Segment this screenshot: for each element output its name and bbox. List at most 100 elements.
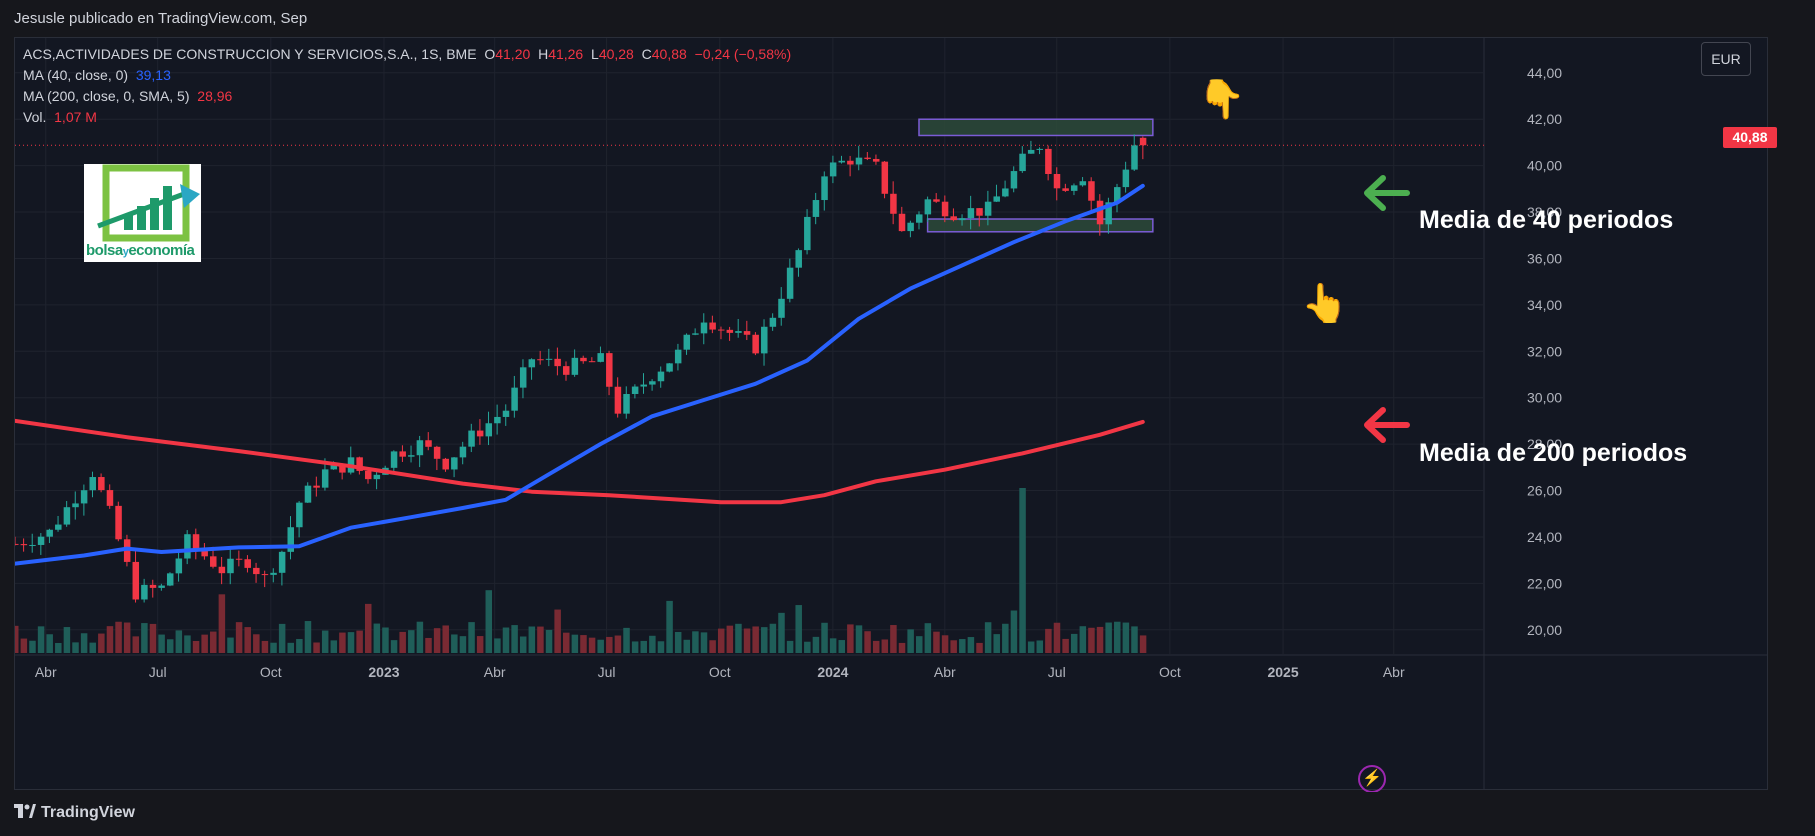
- y-tick-label: 38,00: [1527, 204, 1562, 220]
- volume-bar: [433, 628, 441, 653]
- volume-bar: [778, 612, 785, 653]
- candle-body: [261, 574, 269, 576]
- currency-button[interactable]: EUR: [1701, 42, 1751, 76]
- ma200-line[interactable]: [15, 418, 1145, 505]
- volume-bar: [890, 625, 897, 653]
- volume-bar: [15, 625, 19, 653]
- volume-bar: [339, 632, 346, 653]
- candle-body: [950, 216, 957, 221]
- volume-bar: [287, 642, 295, 653]
- candle-body: [468, 430, 475, 447]
- candle-body: [674, 349, 682, 364]
- volume-bar: [141, 623, 148, 653]
- volume-bar: [528, 626, 536, 653]
- ma40-legend-row[interactable]: MA (40, close, 0) 39,13: [23, 65, 791, 86]
- price-chart[interactable]: 44,00 42,00 40,00 38,00 36,00 34,00 32,00 30,00…: [15, 38, 1767, 789]
- red-arrow-icon: [1364, 407, 1410, 443]
- resistance-zone[interactable]: [918, 118, 1154, 137]
- volume-bar: [416, 621, 424, 653]
- volume-bar: [571, 634, 579, 653]
- chart-background: [15, 38, 1767, 789]
- ma200-legend-row[interactable]: MA (200, close, 0, SMA, 5) 28,96: [23, 86, 791, 107]
- volume-bar: [907, 629, 914, 653]
- candle-body: [270, 572, 277, 575]
- x-tick-label: Abr: [1383, 664, 1405, 680]
- volume-bar: [614, 635, 622, 653]
- candle-body: [933, 199, 940, 202]
- candle-body: [580, 357, 587, 362]
- volume-bar: [192, 640, 200, 653]
- candle-body: [433, 446, 441, 459]
- high-value: 41,26: [548, 46, 584, 62]
- candle-body: [296, 502, 303, 528]
- volume-bar: [37, 626, 45, 653]
- candle-body: [1045, 148, 1052, 175]
- volume-bar: [623, 627, 630, 653]
- volume-bar: [29, 640, 36, 653]
- candle-body: [752, 334, 759, 354]
- tradingview-brand: TradingView: [41, 804, 135, 821]
- volume-bar: [158, 634, 165, 653]
- candle-body: [373, 474, 381, 480]
- tradingview-logo[interactable]: TradingView: [14, 804, 135, 822]
- volume-bar: [106, 626, 114, 653]
- red-arrow-icon-shape: [1364, 407, 1410, 443]
- candle-body: [1139, 137, 1147, 146]
- candle-body: [941, 201, 949, 217]
- ma40-label: MA (40, close, 0): [23, 67, 129, 83]
- footer-bar: TradingView: [0, 792, 1815, 836]
- candle-body: [244, 559, 251, 568]
- candle-body: [364, 470, 372, 480]
- volume-value: 1,07 M: [54, 109, 97, 125]
- volume-bar: [20, 638, 28, 653]
- volume-bar: [545, 629, 553, 653]
- volume-bar: [967, 637, 975, 653]
- open-value: 41,20: [495, 46, 531, 62]
- candle-body: [321, 469, 329, 488]
- candle-body: [80, 490, 88, 504]
- chart-legend: ACS,ACTIVIDADES DE CONSTRUCCION Y SERVIC…: [23, 44, 791, 128]
- volume-bar: [270, 642, 277, 653]
- volume-bar: [132, 636, 140, 653]
- y-tick-label: 36,00: [1527, 250, 1562, 266]
- volume-bar: [924, 623, 932, 653]
- volume-bar: [175, 630, 183, 653]
- volume-legend-row[interactable]: Vol. 1,07 M: [23, 107, 791, 128]
- x-tick-label: 2023: [368, 664, 399, 680]
- volume-bar: [1070, 633, 1078, 653]
- volume-bar: [63, 627, 71, 653]
- volume-bar: [347, 632, 355, 653]
- symbol-label: ACS,ACTIVIDADES DE CONSTRUCCION Y SERVIC…: [23, 46, 477, 62]
- lightning-icon[interactable]: ⚡: [1358, 765, 1386, 793]
- candle-body: [425, 440, 432, 447]
- volume-bar: [855, 625, 863, 653]
- candle-body: [804, 216, 811, 251]
- volume-bar: [80, 633, 88, 653]
- candle-body: [210, 556, 217, 567]
- candle-body: [63, 507, 71, 525]
- volume-bar: [769, 623, 777, 653]
- volume-bar: [709, 640, 716, 653]
- ma40-line[interactable]: [15, 183, 1145, 566]
- chart-panel[interactable]: 44,00 42,00 40,00 38,00 36,00 34,00 32,00 30,00…: [14, 37, 1768, 793]
- volume-bar: [941, 635, 949, 653]
- candle-body: [141, 584, 148, 600]
- volume-bar: [442, 625, 449, 653]
- candle-body: [640, 384, 647, 387]
- volume-bar: [829, 638, 837, 653]
- candle-body: [976, 208, 983, 216]
- volume-bar: [399, 631, 406, 653]
- candle-body: [1019, 153, 1026, 172]
- volume-bar: [55, 642, 62, 653]
- candle-body: [1096, 200, 1104, 225]
- candle-body: [623, 393, 630, 414]
- candle-body: [1070, 185, 1078, 191]
- volume-bar: [993, 634, 1000, 653]
- x-tick-label: Abr: [934, 664, 956, 680]
- change-value: −0,24 (−0,58%): [694, 46, 792, 62]
- volume-bar: [261, 640, 269, 653]
- candle-body: [795, 250, 802, 268]
- volume-bar: [933, 631, 940, 653]
- volume-bar: [1088, 627, 1095, 653]
- volume-bar: [735, 623, 742, 653]
